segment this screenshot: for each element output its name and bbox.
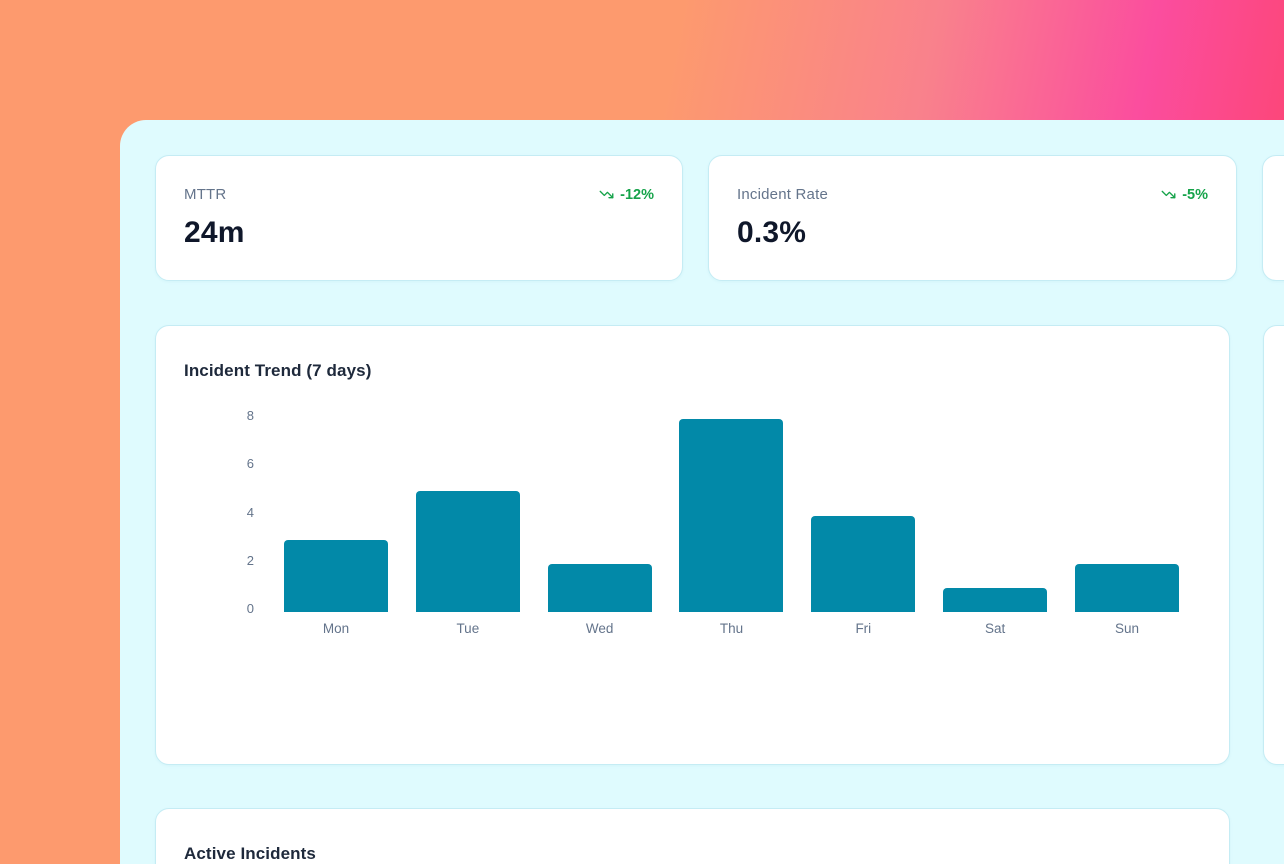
y-axis-tick-label: 8 [246, 408, 254, 423]
bar-column-sun: Sun [1074, 416, 1179, 638]
active-incidents-card: Active Incidents [155, 808, 1230, 864]
stat-label: MTTR [184, 186, 227, 203]
y-axis-tick-label: 6 [246, 456, 254, 472]
bar-chart-y-axis: 0 2 4 6 8 [216, 408, 259, 616]
stat-card-header: Incident Rate -5% [737, 186, 1208, 203]
stat-trend-value: -12% [620, 186, 654, 203]
bar-tue[interactable] [415, 491, 520, 612]
bar-column-tue: Tue [415, 416, 520, 638]
incident-trend-card: Incident Trend (7 days) 0 2 4 6 8 Mon Tue Wed T… [155, 325, 1230, 765]
y-axis-tick-label: 2 [246, 552, 254, 568]
x-axis-tick-label: Tue [456, 621, 480, 636]
stat-value: 24m [184, 216, 245, 249]
bar-chart-columns: Mon Tue Wed Thu Fri Sat Sun [284, 416, 1179, 638]
stat-trend-badge: -12% [598, 187, 654, 203]
stat-trend-value: -5% [1182, 186, 1208, 203]
x-axis-tick-label: Mon [322, 621, 350, 636]
x-axis-tick-label: Thu [719, 621, 744, 636]
stat-value: 0.3% [737, 216, 807, 249]
bar-sun[interactable] [1074, 563, 1179, 612]
dashboard-panel: MTTR -12% 24m Incident Rate [120, 120, 1284, 864]
bar-mon[interactable] [284, 539, 388, 612]
x-axis-tick-label: Sat [985, 621, 1006, 636]
bar-wed[interactable] [547, 563, 652, 612]
chart-title: Incident Trend (7 days) [184, 361, 372, 380]
stat-card-partial [1262, 155, 1284, 281]
trending-down-icon [598, 187, 615, 202]
bar-thu[interactable] [679, 419, 784, 612]
bar-column-thu: Thu [679, 416, 784, 638]
active-incidents-title: Active Incidents [184, 844, 316, 863]
stat-card-header: MTTR -12% [184, 186, 654, 203]
stat-card-incident-rate: Incident Rate -5% 0.3% [708, 155, 1237, 281]
y-axis-tick-label: 0 [246, 601, 254, 616]
x-axis-tick-label: Sun [1114, 621, 1139, 636]
trending-down-icon [1160, 187, 1177, 202]
bar-column-fri: Fri [811, 416, 916, 638]
stat-trend-badge: -5% [1160, 187, 1208, 203]
bar-sat[interactable] [943, 587, 1048, 612]
y-axis-tick-label: 4 [246, 504, 254, 520]
bar-column-wed: Wed [547, 416, 652, 638]
bar-fri[interactable] [811, 515, 916, 612]
chart-card-partial [1263, 325, 1284, 765]
x-axis-tick-label: Wed [585, 621, 614, 636]
x-axis-tick-label: Fri [855, 621, 872, 636]
bar-column-mon: Mon [284, 416, 388, 638]
bar-column-sat: Sat [943, 416, 1048, 638]
stat-card-mttr: MTTR -12% 24m [155, 155, 683, 281]
stat-label: Incident Rate [737, 186, 828, 203]
